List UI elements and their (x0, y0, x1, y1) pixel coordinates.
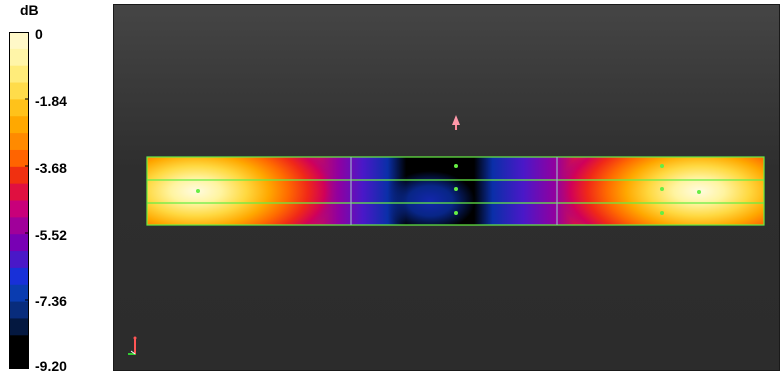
viewport-scene (128, 115, 765, 355)
legend-band-9 (9, 183, 29, 201)
legend-color-bar-graphic (9, 32, 29, 369)
legend-band-18 (9, 335, 29, 353)
legend-band-14 (9, 267, 29, 286)
legend-band-0 (9, 32, 29, 50)
legend-tick-2: -3.68 (35, 160, 67, 176)
field-strip (147, 157, 764, 225)
mesh-grid (146, 156, 765, 226)
legend-color-bar (9, 32, 29, 369)
legend-band-11 (9, 217, 29, 235)
legend-band-8 (9, 166, 29, 185)
legend-band-16 (9, 301, 29, 319)
legend-band-13 (9, 251, 29, 269)
legend-band-1 (9, 48, 29, 67)
legend-band-7 (9, 149, 29, 168)
legend-band-12 (9, 234, 29, 252)
legend-band-19 (9, 352, 29, 369)
legend-band-2 (9, 65, 29, 84)
legend-band-10 (9, 200, 29, 218)
legend-tick-0: 0 (35, 26, 43, 42)
3d-viewport[interactable] (113, 4, 780, 371)
legend-band-6 (9, 133, 29, 151)
legend-band-4 (9, 99, 29, 117)
legend-tick-4: -7.36 (35, 293, 67, 309)
legend-outline (9, 32, 29, 369)
mesh-nodes (196, 164, 701, 215)
legend-band-15 (9, 284, 29, 303)
axis-triad-icon (128, 336, 137, 355)
legend-band-17 (9, 318, 29, 336)
legend-tick-3: -5.52 (35, 227, 67, 243)
legend-tick-5: -9.20 (35, 358, 67, 374)
legend-tick-1: -1.84 (35, 93, 67, 109)
legend-band-5 (9, 116, 29, 134)
color-scale-legend: dB 0 -1.84 -3.68 -5.52 -7.36 -9.20 (0, 0, 112, 374)
source-direction-arrow (452, 115, 460, 130)
legend-band-3 (9, 82, 29, 100)
legend-unit-label: dB (20, 2, 39, 18)
